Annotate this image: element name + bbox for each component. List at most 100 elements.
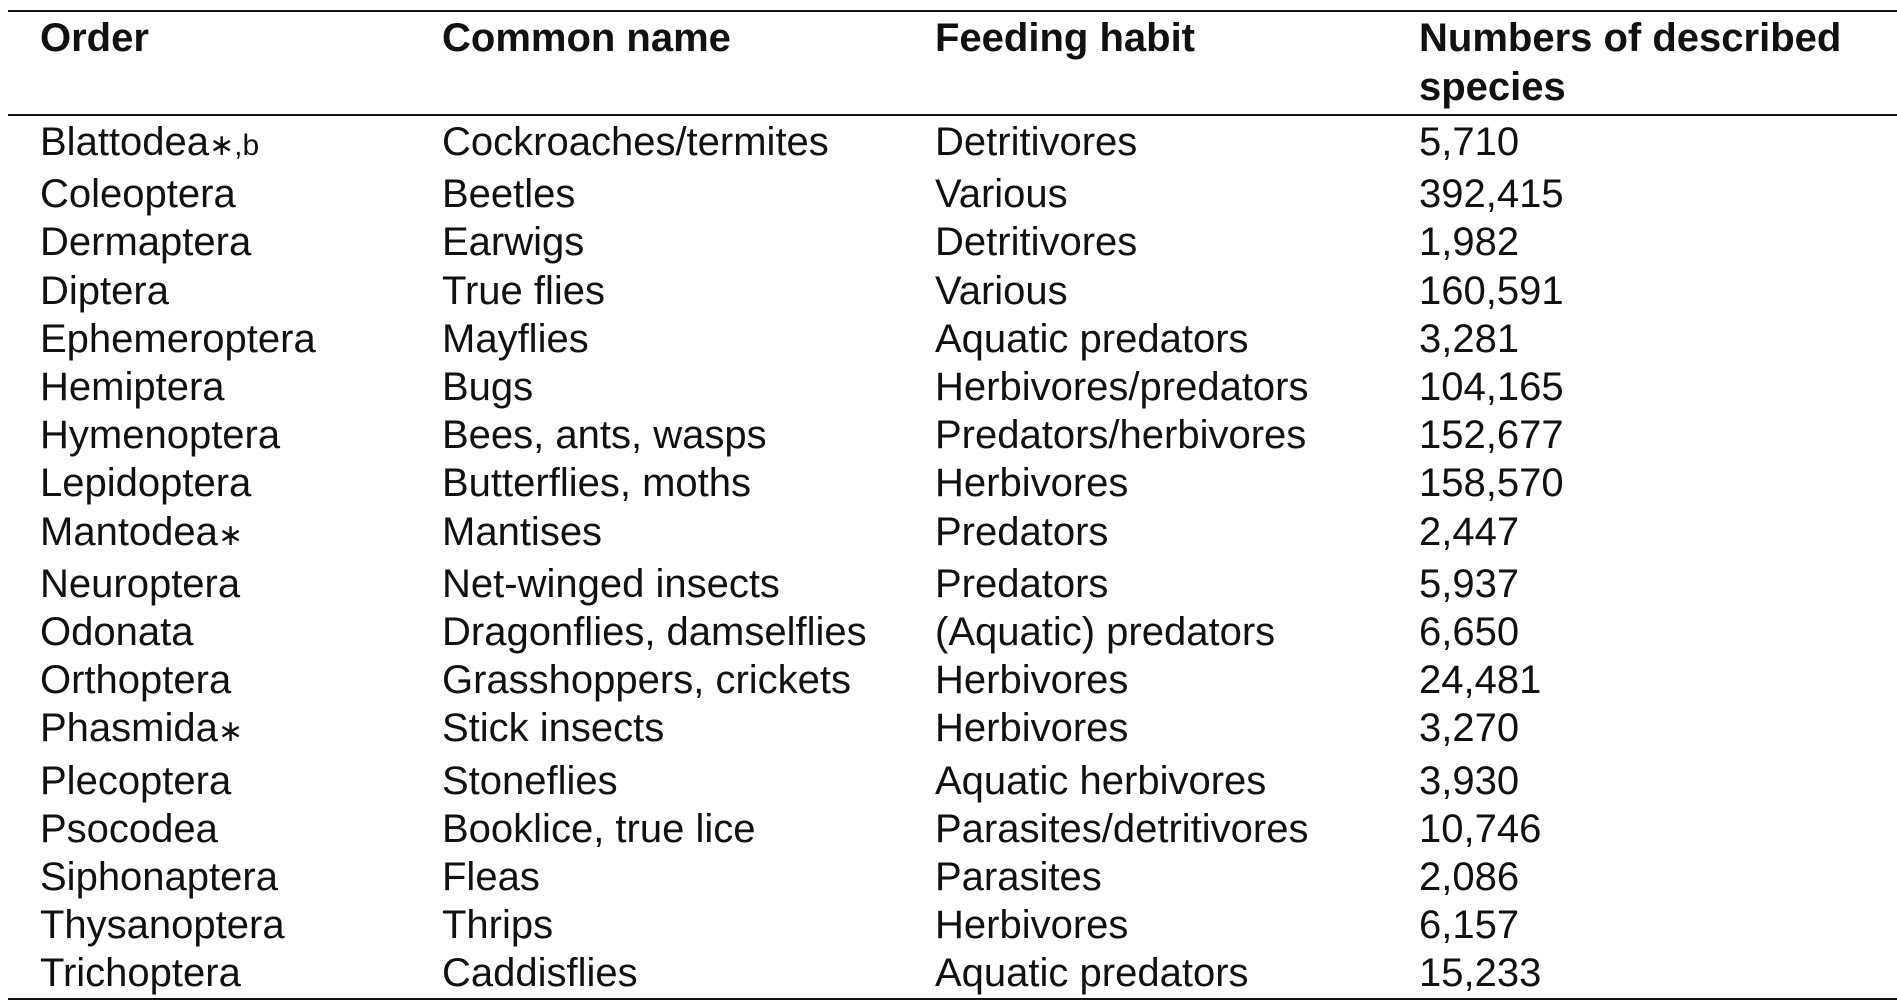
cell-number-of-species: 5,710 [1387,115,1897,170]
cell-order-text: Psocodea [40,806,218,851]
cell-order-text: Siphonaptera [40,855,278,900]
cell-feeding-habit-text: Predators [935,561,1109,606]
cell-order: Orthoptera [8,656,410,704]
cell-number-of-species-text: 15,233 [1419,951,1542,996]
cell-feeding-habit: Aquatic predators [903,315,1387,363]
cell-number-of-species-text: 6,650 [1419,610,1520,655]
cell-common-name: Earwigs [410,218,903,266]
cell-order-text: Hemiptera [40,365,225,410]
cell-common-name-text: Beetles [442,172,576,217]
cell-order: Blattodea∗,b [8,115,410,170]
cell-feeding-habit: Detritivores [903,218,1387,266]
cell-feeding-habit-text: Herbivores [935,461,1129,506]
cell-feeding-habit: Parasites [903,853,1387,901]
cell-order: Lepidoptera [8,459,410,507]
cell-order: Plecoptera [8,757,410,805]
cell-common-name: Net-winged insects [410,560,903,608]
cell-feeding-habit: Various [903,170,1387,218]
order-footnote-mark: ∗ [217,518,244,552]
cell-number-of-species: 152,677 [1387,411,1897,459]
cell-feeding-habit: Aquatic predators [903,949,1387,998]
cell-number-of-species-text: 2,447 [1419,509,1520,554]
cell-feeding-habit: Predators [903,508,1387,560]
cell-feeding-habit-text: Various [935,268,1068,313]
insect-orders-table-wrapper: Order Common name Feeding habit Numbers … [8,10,1897,1000]
cell-order-text: Lepidoptera [40,461,252,506]
table-row: Thysanoptera Thrips Herbivores 6,157 [8,901,1897,949]
cell-feeding-habit-text: Aquatic predators [935,951,1249,996]
table-row: Blattodea∗,b Cockroaches/termites Detritiv… [8,115,1897,170]
cell-feeding-habit-text: Detritivores [935,120,1138,164]
cell-order: Hymenoptera [8,411,410,459]
cell-feeding-habit-text: (Aquatic) predators [935,610,1276,655]
cell-order: Phasmida∗ [8,704,410,756]
cell-order: Odonata [8,608,410,656]
cell-feeding-habit: Herbivores [903,459,1387,507]
cell-common-name-text: Cockroaches/termites [442,120,829,164]
cell-common-name-text: True flies [442,268,606,313]
cell-order: Hemiptera [8,363,410,411]
cell-feeding-habit-text: Herbivores [935,658,1129,703]
cell-common-name: Bees, ants, wasps [410,411,903,459]
table-row: Coleoptera Beetles Various 392,415 [8,170,1897,218]
cell-order-text: Neuroptera [40,561,241,606]
cell-common-name-text: Bugs [442,365,534,410]
cell-feeding-habit-text: Aquatic predators [935,316,1249,361]
cell-feeding-habit-text: Aquatic herbivores [935,758,1267,803]
cell-number-of-species-text: 158,570 [1419,461,1564,506]
table-row: Dermaptera Earwigs Detritivores 1,982 [8,218,1897,266]
cell-common-name-text: Booklice, true lice [442,806,756,851]
cell-order-text: Dermaptera [40,220,252,265]
cell-common-name-text: Thrips [442,903,554,948]
cell-feeding-habit: Various [903,267,1387,315]
cell-order-text: Coleoptera [40,172,236,217]
cell-order-text: Trichoptera [40,951,241,996]
table-row: Mantodea∗ Mantises Predators 2,447 [8,508,1897,560]
cell-number-of-species: 3,930 [1387,757,1897,805]
cell-number-of-species: 10,746 [1387,805,1897,853]
cell-common-name-text: Dragonflies, damselflies [442,610,867,655]
cell-common-name: True flies [410,267,903,315]
table-row: Neuroptera Net-winged insects Predators 5,9… [8,560,1897,608]
table-row: Diptera True flies Various 160,591 [8,267,1897,315]
cell-order-text: Ephemeroptera [40,316,316,361]
cell-order: Diptera [8,267,410,315]
header-common-name: Common name [442,16,731,60]
cell-feeding-habit-text: Detritivores [935,220,1138,265]
table-row: Trichoptera Caddisflies Aquatic predators 1… [8,949,1897,999]
cell-number-of-species: 104,165 [1387,363,1897,411]
cell-common-name: Beetles [410,170,903,218]
cell-common-name: Caddisflies [410,949,903,998]
insect-orders-table: Order Common name Feeding habit Numbers … [8,10,1897,1000]
table-row: Siphonaptera Fleas Parasites 2,086 [8,853,1897,901]
cell-number-of-species-text: 3,270 [1419,706,1520,751]
cell-number-of-species-text: 2,086 [1419,855,1520,900]
cell-feeding-habit-text: Herbivores [935,903,1129,948]
order-footnote-mark: ∗,b [209,129,260,162]
cell-order-text: Plecoptera [40,758,232,803]
cell-feeding-habit-text: Parasites/detritivores [935,806,1309,851]
cell-order-text: Hymenoptera [40,413,281,458]
cell-number-of-species-text: 3,281 [1419,316,1520,361]
cell-order: Ephemeroptera [8,315,410,363]
cell-common-name: Thrips [410,901,903,949]
cell-number-of-species: 2,447 [1387,508,1897,560]
cell-order-text: Diptera [40,268,169,313]
cell-feeding-habit: Herbivores [903,656,1387,704]
table-body: Blattodea∗,b Cockroaches/termites Detritiv… [8,115,1897,999]
cell-order-text: Blattodea [40,120,210,164]
header-feeding-habit: Feeding habit [935,16,1195,60]
cell-feeding-habit: Predators [903,560,1387,608]
cell-common-name: Bugs [410,363,903,411]
cell-number-of-species-text: 104,165 [1419,365,1564,410]
cell-common-name-text: Butterflies, moths [442,461,752,506]
table-row: Hymenoptera Bees, ants, wasps Predators/he… [8,411,1897,459]
cell-number-of-species: 158,570 [1387,459,1897,507]
table-row: Psocodea Booklice, true lice Parasites/det… [8,805,1897,853]
cell-feeding-habit: Aquatic herbivores [903,757,1387,805]
table-row: Odonata Dragonflies, damselflies (Aquatic)… [8,608,1897,656]
cell-feeding-habit-text: Herbivores [935,706,1129,751]
cell-common-name: Stick insects [410,704,903,756]
cell-feeding-habit: Predators/herbivores [903,411,1387,459]
header-number-of-species: Numbers of described species [1419,16,1842,109]
